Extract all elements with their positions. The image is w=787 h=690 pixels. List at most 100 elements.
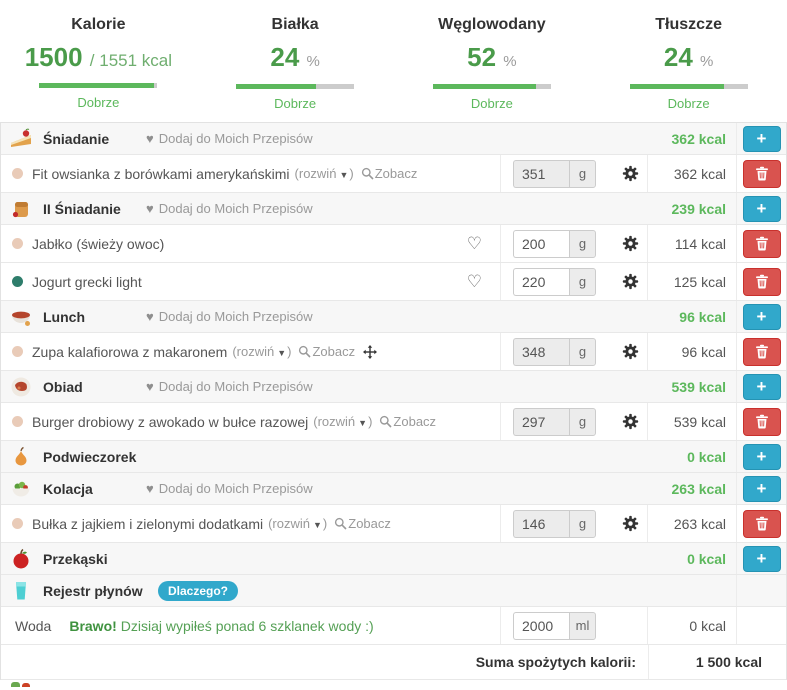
- jam-jar-icon: [10, 198, 34, 220]
- magnifier-icon: [361, 167, 374, 180]
- view-recipe-link[interactable]: Zobacz: [379, 414, 436, 429]
- amount-input[interactable]: [513, 229, 569, 258]
- delete-food-button[interactable]: [742, 229, 781, 258]
- food-kcal: 96 kcal: [681, 343, 726, 360]
- meal-kcal: 539 kcal: [671, 378, 727, 395]
- view-recipe-link[interactable]: Zobacz: [361, 166, 417, 181]
- view-recipe-link[interactable]: Zobacz: [298, 344, 355, 359]
- meal-name: Lunch: [43, 308, 85, 325]
- delete-food-button[interactable]: [742, 159, 781, 188]
- delete-food-button[interactable]: [742, 509, 781, 538]
- dinner-plate-icon: [10, 376, 34, 398]
- water-glass-icon: [10, 580, 34, 602]
- food-kcal: 114 kcal: [674, 235, 726, 252]
- plus-icon: +: [756, 376, 767, 396]
- amount-input[interactable]: [513, 509, 569, 538]
- add-to-recipes-link[interactable]: ♥ Dodaj do Moich Przepisów: [146, 201, 313, 216]
- meal-name: Podwieczorek: [43, 448, 137, 465]
- progress-bar: [39, 83, 158, 88]
- add-to-recipes-link[interactable]: ♥ Dodaj do Moich Przepisów: [146, 131, 313, 146]
- progress-fill: [39, 83, 154, 88]
- amount-input[interactable]: [513, 267, 569, 296]
- cake-slice-icon: [10, 128, 34, 150]
- fat-value: 24 %: [663, 42, 714, 72]
- add-food-button[interactable]: +: [742, 125, 781, 152]
- carbs-value: 52 %: [467, 42, 517, 72]
- gear-icon[interactable]: [622, 273, 639, 290]
- meal-kcal: 96 kcal: [679, 308, 726, 325]
- move-icon[interactable]: [363, 344, 378, 359]
- view-recipe-link[interactable]: Zobacz: [334, 516, 391, 531]
- status-label: Dobrze: [667, 96, 710, 111]
- food-row: Zupa kalafiorowa z makaronem (rozwiń ▼) Z…: [1, 333, 786, 371]
- add-food-button[interactable]: +: [742, 195, 781, 222]
- food-name: Fit owsianka z borówkami amerykańskimi: [32, 165, 290, 182]
- trash-icon: [755, 516, 768, 531]
- add-food-button[interactable]: +: [742, 475, 781, 502]
- gear-icon[interactable]: [622, 165, 639, 182]
- status-label: Dobrze: [77, 95, 120, 110]
- status-label: Dobrze: [274, 96, 317, 111]
- trash-icon: [755, 274, 768, 289]
- meal-header-kolacja: Kolacja ♥ Dodaj do Moich Przepisów 263 kc…: [1, 473, 786, 505]
- add-to-recipes-link[interactable]: ♥ Dodaj do Moich Przepisów: [146, 379, 313, 394]
- add-food-button[interactable]: +: [742, 303, 781, 330]
- plus-icon: +: [756, 548, 767, 568]
- food-row: Jogurt grecki light ♡ g 125 kcal: [1, 263, 786, 301]
- delete-food-button[interactable]: [742, 337, 781, 366]
- expand-toggle[interactable]: (rozwiń ▼): [268, 516, 328, 531]
- food-bullet: [12, 238, 23, 249]
- favorite-heart-icon[interactable]: ♡: [466, 234, 482, 253]
- progress-bar: [432, 84, 551, 89]
- fluids-title: Rejestr płynów: [43, 582, 143, 599]
- meal-name: Śniadanie: [43, 130, 110, 147]
- food-row: Bułka z jajkiem i zielonymi dodatkami (r…: [1, 505, 786, 543]
- expand-toggle[interactable]: (rozwiń ▼): [313, 414, 373, 429]
- unit-label: g: [569, 159, 596, 188]
- why-badge[interactable]: Dlaczego?: [158, 580, 239, 601]
- heart-icon: ♥: [146, 481, 154, 496]
- delete-food-button[interactable]: [742, 407, 781, 436]
- add-to-recipes-link[interactable]: ♥ Dodaj do Moich Przepisów: [146, 309, 313, 324]
- gear-icon[interactable]: [622, 413, 639, 430]
- unit-label: g: [569, 509, 596, 538]
- amount-input[interactable]: [513, 407, 569, 436]
- add-food-button[interactable]: +: [742, 443, 781, 470]
- unit-label: g: [569, 267, 596, 296]
- next-section-cropped-icon: [0, 680, 787, 687]
- delete-food-button[interactable]: [742, 267, 781, 296]
- meal-header-przekaski: Przekąski 0 kcal +: [1, 543, 786, 575]
- add-to-recipes-link[interactable]: ♥ Dodaj do Moich Przepisów: [146, 481, 313, 496]
- heart-icon: ♥: [146, 131, 154, 146]
- heart-icon: ♥: [146, 309, 154, 324]
- food-bullet: [12, 518, 23, 529]
- water-amount-input[interactable]: [513, 611, 569, 640]
- food-name: Zupa kalafiorowa z makaronem: [32, 343, 228, 360]
- expand-toggle[interactable]: (rozwiń ▼): [232, 344, 292, 359]
- gear-icon[interactable]: [622, 515, 639, 532]
- add-food-button[interactable]: +: [742, 373, 781, 400]
- amount-input[interactable]: [513, 159, 569, 188]
- amount-input[interactable]: [513, 337, 569, 366]
- status-label: Dobrze: [470, 96, 513, 111]
- gear-icon[interactable]: [622, 235, 639, 252]
- water-kcal: 0 kcal: [689, 617, 726, 634]
- plus-icon: +: [756, 198, 767, 218]
- salad-bowl-icon: [10, 478, 34, 500]
- expand-toggle[interactable]: (rozwiń ▼): [294, 166, 354, 181]
- meal-header-podwieczorek: Podwieczorek 0 kcal +: [1, 441, 786, 473]
- favorite-heart-icon[interactable]: ♡: [466, 272, 482, 291]
- gear-icon[interactable]: [622, 343, 639, 360]
- trash-icon: [755, 344, 768, 359]
- heart-icon: ♥: [146, 379, 154, 394]
- trash-icon: [755, 236, 768, 251]
- add-food-button[interactable]: +: [742, 545, 781, 572]
- summary-card-bialka: Białka 24 % Dobrze: [197, 6, 394, 122]
- total-value: 1 500 kcal: [695, 654, 762, 670]
- plus-icon: +: [756, 478, 767, 498]
- card-title: Kalorie: [71, 16, 126, 33]
- food-bullet: [12, 276, 23, 287]
- progress-fill: [432, 84, 536, 89]
- progress-fill: [236, 84, 317, 89]
- trash-icon: [755, 414, 768, 429]
